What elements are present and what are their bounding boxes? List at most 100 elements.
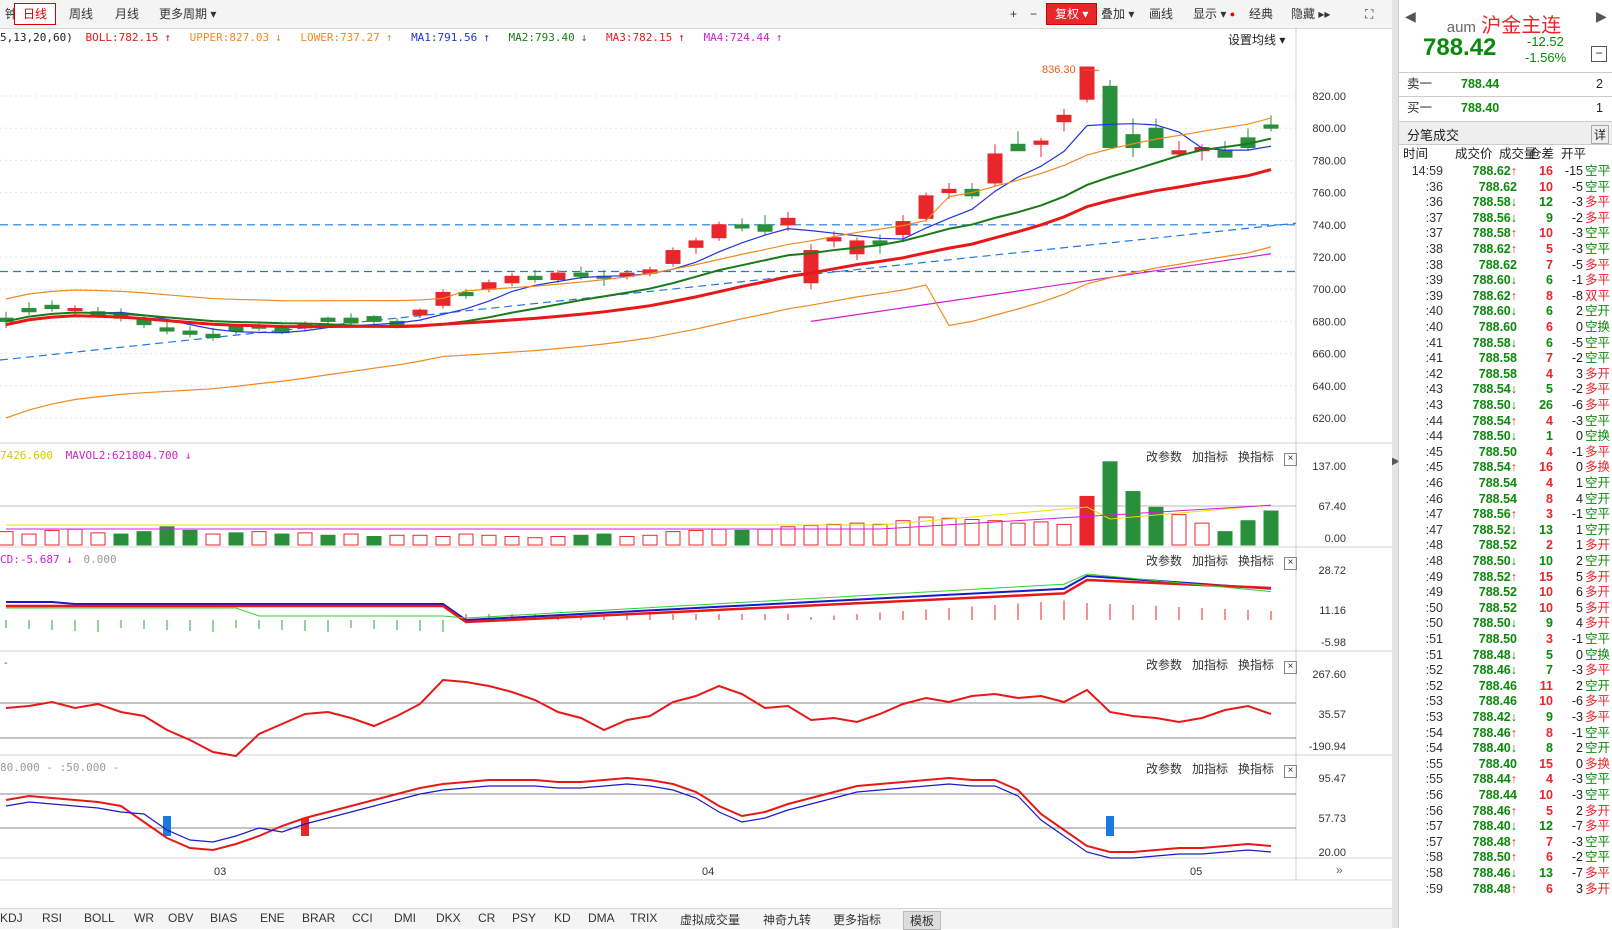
trade-row: :58 788.50↑ 6 -2 空平: [1399, 849, 1612, 865]
trade-volume: 10: [1539, 694, 1553, 709]
period-week-tab[interactable]: 周线: [69, 7, 94, 21]
add-indicator-button[interactable]: 加指标: [1192, 658, 1229, 672]
close-icon[interactable]: ×: [1284, 557, 1298, 570]
more-periods-dropdown[interactable]: 更多周期 ▾: [150, 3, 225, 25]
expand-arrow-icon[interactable]: ▶: [1392, 456, 1400, 467]
trade-position-diff: -1: [1571, 507, 1583, 522]
next-symbol-icon[interactable]: ▶: [1596, 8, 1607, 24]
prev-symbol-icon[interactable]: ◀: [1405, 8, 1416, 24]
price-change: -12.52: [1527, 34, 1564, 49]
trade-row: :56 788.44 10 -3 空平: [1399, 787, 1612, 803]
indicator-tab[interactable]: KDJ: [0, 911, 23, 925]
ma-settings-button[interactable]: 设置均线 ▾: [1228, 31, 1285, 48]
trade-price: 788.54: [1453, 491, 1517, 507]
indicator-tab[interactable]: 虚拟成交量: [680, 913, 741, 927]
period-month-tab[interactable]: 月线: [115, 7, 140, 21]
ma2-value: MA2:793.40 ↓: [509, 31, 594, 44]
fuquan-label: 复权: [1055, 7, 1080, 21]
trade-price-value: 788.58: [1472, 226, 1511, 241]
switch-indicator-button[interactable]: 换指标: [1238, 450, 1275, 464]
collapse-icon[interactable]: −: [1591, 46, 1607, 62]
fullscreen-icon[interactable]: ⛶: [1365, 7, 1374, 21]
zoom-out-button[interactable]: −: [1030, 7, 1038, 21]
trade-volume: 7: [1546, 257, 1553, 272]
trade-volume: 13: [1539, 522, 1553, 537]
close-icon[interactable]: ×: [1284, 765, 1298, 778]
indicator-tab[interactable]: OBV: [168, 911, 194, 925]
trades-scrollbar[interactable]: ▲: [1604, 162, 1612, 171]
indicator-tab[interactable]: PSY: [512, 911, 537, 925]
indicator-tab[interactable]: DMI: [394, 911, 416, 925]
trade-nature: 多开: [1585, 881, 1611, 896]
trade-time: :49: [1425, 585, 1443, 600]
cci-tick-label: 267.60: [1312, 669, 1346, 681]
period-day-tab[interactable]: 日线: [14, 3, 57, 25]
indicator-tab[interactable]: TRIX: [630, 911, 658, 925]
indicator-tab[interactable]: DKX: [436, 911, 461, 925]
trade-nature: 多平: [1585, 819, 1611, 834]
indicator-tab[interactable]: BIAS: [210, 911, 238, 925]
add-indicator-button[interactable]: 加指标: [1192, 762, 1229, 776]
edit-params-button[interactable]: 改参数: [1146, 762, 1183, 776]
trade-position-diff: -1: [1571, 273, 1583, 288]
display-dropdown[interactable]: 显示 ▾ ●: [1184, 3, 1244, 25]
trade-nature: 多平: [1585, 694, 1611, 709]
indicator-tab[interactable]: BRAR: [302, 911, 336, 925]
ma4-line: [810, 253, 1272, 322]
switch-indicator-button[interactable]: 换指标: [1238, 658, 1275, 672]
switch-indicator-button[interactable]: 换指标: [1238, 762, 1275, 776]
edit-params-button[interactable]: 改参数: [1146, 658, 1183, 672]
trade-time: :49: [1425, 569, 1443, 584]
classic-button[interactable]: 经典: [1249, 7, 1274, 21]
close-icon[interactable]: ×: [1284, 661, 1298, 674]
trade-position-diff: -2: [1571, 382, 1583, 397]
indicator-tab[interactable]: CCI: [352, 911, 373, 925]
trade-time: :46: [1425, 476, 1443, 490]
last-price: 788.42: [1423, 34, 1497, 61]
zoom-in-button[interactable]: +: [1010, 7, 1018, 21]
trade-price-value: 788.48: [1472, 881, 1511, 896]
panel-splitter[interactable]: ▶: [1392, 0, 1400, 928]
trade-volume: 10: [1539, 179, 1553, 194]
overlay-dropdown[interactable]: 叠加 ▾: [1092, 3, 1143, 25]
detail-button[interactable]: 详: [1590, 125, 1609, 144]
trade-time: :56: [1425, 803, 1443, 818]
indicator-tab[interactable]: 神奇九转: [763, 913, 812, 927]
trade-price-value: 788.46: [1472, 803, 1511, 818]
trade-position-diff: 2: [1576, 554, 1583, 568]
trade-price: 788.52↓: [1453, 522, 1517, 538]
trade-volume: 10: [1539, 226, 1553, 241]
indicator-tab[interactable]: WR: [134, 911, 154, 925]
indicator-tab[interactable]: CR: [478, 911, 496, 925]
close-icon[interactable]: ×: [1284, 453, 1298, 466]
edit-params-button[interactable]: 改参数: [1146, 450, 1183, 464]
indicator-tab[interactable]: 模板: [903, 911, 942, 930]
boll-upper-line: [5, 117, 1272, 302]
indicator-tab[interactable]: BOLL: [84, 911, 115, 925]
edit-params-button[interactable]: 改参数: [1146, 554, 1183, 568]
candlestick-chart[interactable]: 820.00 800.00 780.00 760.00 740.00 720.00 700.…: [0, 0, 1392, 908]
indicator-tab[interactable]: RSI: [42, 911, 63, 925]
indicator-tab[interactable]: KD: [554, 911, 571, 925]
trade-time: :44: [1425, 429, 1443, 444]
hide-button[interactable]: 隐藏 ▸▸: [1282, 3, 1339, 25]
candle-body: [205, 333, 221, 338]
draw-line-button[interactable]: 画线: [1149, 7, 1174, 21]
switch-indicator-button[interactable]: 换指标: [1238, 554, 1275, 568]
trade-price: 788.60↓: [1453, 303, 1517, 319]
indicator-tab[interactable]: 更多指标: [833, 913, 882, 927]
indicator-tab[interactable]: ENE: [260, 911, 285, 925]
trade-time: :36: [1425, 179, 1443, 194]
candle-body: [320, 317, 336, 322]
add-indicator-button[interactable]: 加指标: [1192, 554, 1229, 568]
y-tick-label: 700.00: [1312, 284, 1346, 296]
fuquan-dropdown[interactable]: 复权 ▾: [1046, 3, 1098, 25]
add-indicator-button[interactable]: 加指标: [1192, 450, 1229, 464]
scroll-right-icon[interactable]: »: [1336, 863, 1343, 877]
ask-label: 卖一: [1407, 77, 1433, 91]
trade-price: 788.48↑: [1453, 834, 1517, 850]
trade-row: :38 788.62 7 -5 多平: [1399, 257, 1612, 273]
indicator-tab[interactable]: DMA: [588, 911, 615, 925]
kdj-tick-label: 20.00: [1318, 847, 1346, 859]
trade-volume: 8: [1546, 741, 1553, 756]
